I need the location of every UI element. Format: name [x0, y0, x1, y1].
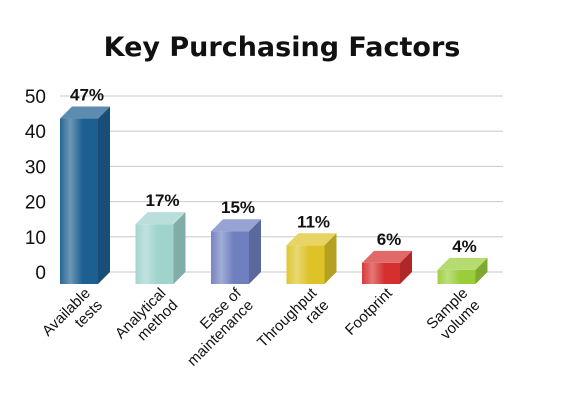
bar-top — [60, 106, 110, 119]
bar-top — [211, 219, 261, 232]
bar-highlight — [135, 224, 159, 284]
category-label: Ease ofmaintenance — [172, 284, 257, 369]
bar-side — [324, 233, 337, 284]
y-tick-label: 40 — [25, 122, 46, 143]
bar — [437, 257, 488, 284]
category-label: Throughputrate — [254, 284, 333, 363]
bar-top — [362, 250, 412, 263]
bar-top — [437, 257, 488, 270]
chart-title: Key Purchasing Factors — [104, 32, 461, 63]
data-label: 17% — [145, 191, 179, 210]
bar — [211, 219, 261, 284]
bar — [362, 250, 412, 284]
bar-side — [475, 257, 488, 284]
data-label: 6% — [377, 230, 402, 249]
y-tick-label: 0 — [35, 263, 46, 284]
data-label: 47% — [70, 86, 104, 105]
data-labels: 47% 17% 15% 11% 6% 4% — [70, 86, 477, 256]
bar-side — [98, 106, 110, 284]
category-label: Footprint — [342, 284, 396, 338]
bar — [60, 106, 110, 284]
category-label: Analyticalmethod — [112, 285, 181, 354]
data-label: 11% — [297, 212, 330, 231]
y-tick-label: 10 — [25, 228, 46, 249]
category-label-line: Footprint — [342, 284, 396, 338]
bar-side — [249, 219, 261, 284]
bar-highlight — [60, 118, 83, 284]
data-label: 4% — [452, 237, 477, 256]
y-tick-label: 30 — [25, 157, 46, 178]
y-tick-label: 50 — [25, 87, 46, 108]
bar — [286, 233, 337, 284]
bar-side — [400, 250, 412, 284]
bar-highlight — [286, 245, 310, 284]
bars — [60, 106, 488, 284]
y-axis-ticks: 0 10 20 30 40 50 — [25, 87, 46, 284]
category-label: Samplevolume — [423, 285, 483, 345]
category-labels: Availabletests Analyticalmethod Ease ofmai… — [39, 284, 483, 369]
bar-highlight — [211, 231, 234, 284]
gridlines — [60, 95, 503, 273]
data-label: 15% — [221, 198, 255, 217]
y-tick-label: 20 — [25, 193, 46, 214]
bar-top — [286, 233, 337, 246]
bar-highlight — [362, 262, 385, 284]
bar-side — [173, 212, 186, 284]
bar — [135, 212, 186, 284]
bar-top — [135, 212, 186, 225]
bar-highlight — [437, 269, 461, 284]
category-label: Availabletests — [39, 285, 106, 352]
